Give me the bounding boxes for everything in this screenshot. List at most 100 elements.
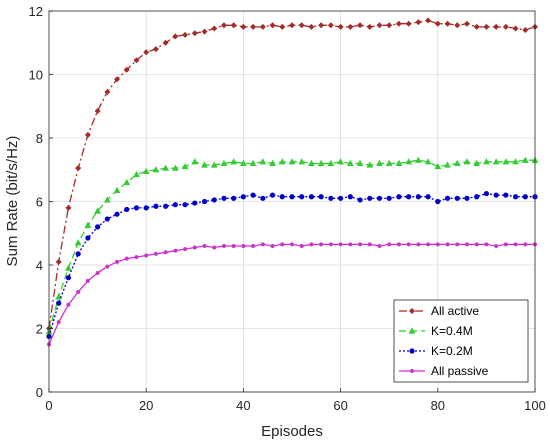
data-point-k-0-2m [435,198,441,205]
legend-item-all-active: All active [399,304,479,318]
data-point-k-0-2m [474,194,480,200]
data-point-k-0-2m [464,195,470,201]
data-point-k-0-2m [65,275,72,281]
x-axis: 0 20 40 60 80 100 [45,388,546,413]
data-point-k-0-4m [288,158,296,165]
data-point-k-0-4m [512,158,519,165]
data-point-all-active [298,22,305,29]
data-point-all-active [75,165,82,172]
series-all-active [46,17,538,332]
data-point-all-passive [426,242,431,247]
data-point-all-passive [124,256,129,261]
data-point-k-0-4m [356,159,364,166]
data-point-all-passive [358,242,363,247]
data-point-all-active [240,23,247,30]
y-tick-label: 12 [29,4,43,19]
x-tick-label: 0 [45,398,52,413]
legend-item-k-0-2m: K=0.2M [399,344,473,358]
data-point-k-0-2m [503,192,509,198]
data-point-k-0-2m [357,197,363,203]
data-point-k-0-4m [434,162,442,170]
data-point-all-active [463,20,470,27]
data-point-all-passive [299,243,304,248]
data-point-k-0-4m [385,159,393,166]
data-point-k-0-4m [405,158,413,165]
data-point-k-0-2m [95,224,101,230]
data-point-all-passive [464,242,469,247]
data-point-all-active [454,22,461,29]
data-point-k-0-2m [347,194,353,200]
y-tick-label: 4 [36,258,43,273]
data-point-all-passive [309,242,314,247]
data-point-k-0-4m [278,158,286,165]
data-point-all-passive [270,243,275,248]
data-point-all-passive [319,242,324,247]
data-point-all-active [366,23,373,30]
legend-label: K=0.2M [431,344,473,358]
data-point-all-active [318,22,325,29]
data-point-k-0-4m [181,162,189,170]
series-layer [45,17,539,347]
data-point-all-passive [484,242,489,247]
data-point-all-passive [396,242,401,247]
data-point-k-0-4m [308,159,315,166]
data-point-all-active [327,22,334,29]
data-point-k-0-2m [279,194,285,200]
data-point-k-0-2m [396,194,402,200]
data-point-k-0-4m [483,158,490,165]
data-point-k-0-2m [124,206,130,213]
data-point-k-0-2m [269,192,276,198]
x-tick-label: 20 [139,398,153,413]
data-point-k-0-2m [483,190,489,197]
data-point-k-0-4m [376,159,383,166]
data-point-all-active [133,57,140,64]
data-point-k-0-2m [201,198,208,205]
data-point-all-active [522,27,529,34]
data-point-k-0-2m [221,195,227,201]
data-point-k-0-2m [182,202,188,208]
data-point-k-0-2m [163,203,169,209]
data-point-all-active [444,20,451,27]
y-tick-label: 6 [36,195,43,210]
data-point-k-0-4m [123,178,131,186]
data-point-all-passive [241,243,246,248]
legend-label: K=0.4M [431,324,473,338]
data-point-k-0-4m [424,158,432,165]
data-point-all-active [279,23,286,30]
data-point-k-0-2m [299,194,305,200]
data-point-k-0-4m [298,158,306,165]
data-point-k-0-2m [192,200,198,206]
data-point-all-passive [202,243,207,248]
data-point-all-passive [115,259,120,264]
data-point-all-passive [377,243,382,248]
data-point-all-active [114,76,121,83]
data-point-all-passive [105,264,110,269]
data-point-all-passive [85,278,90,283]
data-point-k-0-4m [171,164,179,171]
data-point-all-active [65,204,72,211]
data-point-all-passive [503,242,508,247]
data-point-all-active [483,23,490,30]
data-point-all-active [502,23,509,30]
data-point-all-passive [221,243,226,248]
legend-marker [408,327,416,334]
data-point-all-passive [406,242,411,247]
data-point-all-passive [474,242,479,247]
data-point-all-passive [134,255,139,260]
data-point-all-passive [163,250,168,255]
data-point-k-0-4m [94,207,101,214]
data-point-k-0-2m [328,195,334,201]
data-point-all-passive [173,248,178,253]
data-point-k-0-4m [327,159,335,166]
legend-box [393,299,529,383]
data-point-k-0-2m [56,300,62,306]
data-point-all-passive [95,270,100,275]
data-point-all-passive [494,243,499,248]
data-point-k-0-4m [346,159,354,166]
data-point-all-active [104,88,111,95]
data-point-all-active [143,49,150,56]
data-point-all-passive [76,289,81,294]
data-point-k-0-4m [249,159,257,166]
data-point-k-0-4m [74,239,82,246]
data-point-k-0-2m [308,194,315,200]
